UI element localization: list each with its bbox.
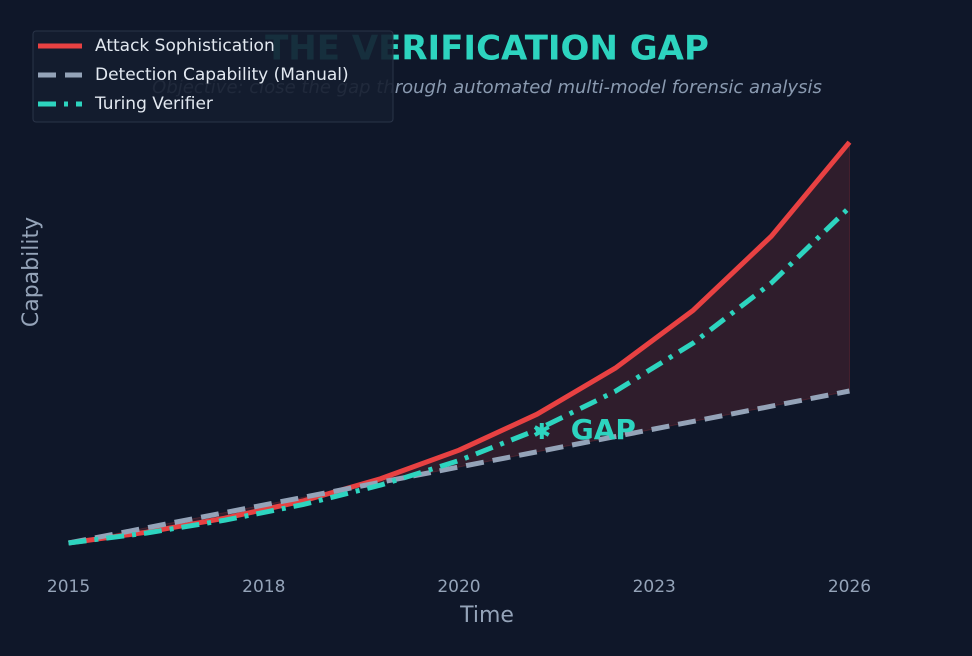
legend-label: Turing Verifier (94, 94, 213, 114)
annotation-text: GAP (571, 413, 636, 446)
x-tick-label: 2020 (437, 577, 480, 597)
y-axis-label: Capability (19, 217, 44, 327)
legend-box (32, 30, 394, 123)
x-tick-label: 2015 (47, 577, 90, 597)
x-axis-label: Time (459, 603, 514, 628)
legend: Attack Sophistication Detection Capabilit… (32, 30, 394, 123)
x-tick-label: 2023 (633, 577, 676, 597)
legend-label: Detection Capability (Manual) (95, 65, 349, 85)
series-line (68, 388, 850, 546)
series-line (68, 205, 852, 546)
x-tick-label: 2018 (242, 577, 285, 597)
x-tick-label: 2026 (828, 577, 871, 597)
annotation-marker (533, 423, 550, 439)
legend-label: Attack Sophistication (95, 36, 275, 56)
